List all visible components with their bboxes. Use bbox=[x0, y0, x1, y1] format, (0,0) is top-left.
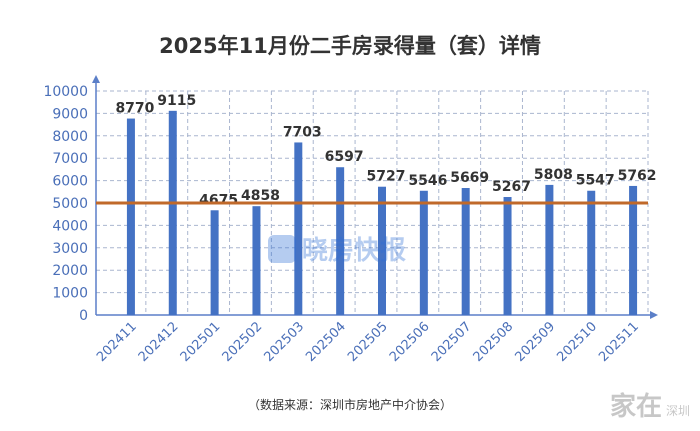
corner-watermark-main: 家在 bbox=[609, 392, 662, 422]
x-axis-arrow-icon bbox=[650, 311, 658, 319]
x-tick-label: 202503 bbox=[261, 319, 307, 365]
bar bbox=[294, 142, 303, 315]
x-tick-label: 202505 bbox=[345, 319, 391, 365]
x-tick-label: 202504 bbox=[303, 319, 349, 365]
x-tick-label: 202507 bbox=[429, 319, 475, 365]
y-axis-arrow-icon bbox=[92, 75, 100, 83]
bar bbox=[126, 118, 135, 315]
x-tick-label: 202501 bbox=[178, 319, 224, 365]
bar bbox=[210, 210, 219, 315]
x-tick-label: 202412 bbox=[136, 319, 182, 365]
y-tick-label: 8000 bbox=[52, 129, 88, 145]
bar bbox=[168, 110, 177, 315]
y-tick-label: 2000 bbox=[52, 263, 88, 279]
x-tick-label: 202502 bbox=[220, 319, 266, 365]
y-tick-label: 1000 bbox=[52, 286, 88, 302]
x-tick-label: 202508 bbox=[471, 319, 517, 365]
y-tick-label: 4000 bbox=[52, 218, 88, 234]
bar bbox=[252, 206, 261, 315]
bar bbox=[629, 185, 638, 315]
bar bbox=[336, 167, 345, 315]
corner-watermark-sub: 深圳 bbox=[665, 404, 690, 418]
chart-title: 2025年11月份二手房录得量（套）详情 bbox=[159, 34, 541, 58]
bar-value-label: 4675 bbox=[199, 192, 238, 208]
y-tick-label: 7000 bbox=[52, 151, 88, 167]
bar bbox=[378, 186, 386, 315]
y-tick-label: 6000 bbox=[52, 174, 88, 190]
bar-value-label: 5762 bbox=[618, 168, 657, 184]
watermark-text: 晓房快报 bbox=[302, 236, 407, 266]
bar-value-label: 5727 bbox=[367, 169, 406, 185]
bar-value-label: 6597 bbox=[325, 149, 364, 165]
data-source-note: （数据来源：深圳市房地产中介协会） bbox=[247, 398, 452, 412]
bar-value-label: 5808 bbox=[534, 167, 573, 183]
y-tick-label: 9000 bbox=[52, 106, 88, 122]
bar bbox=[503, 197, 512, 315]
bar-value-label: 5546 bbox=[408, 173, 447, 189]
x-tick-label: 202511 bbox=[596, 319, 642, 365]
bar-value-label: 4858 bbox=[241, 188, 280, 204]
bar-value-label: 7703 bbox=[283, 124, 322, 140]
y-tick-label: 0 bbox=[79, 308, 88, 324]
watermark-logo-icon bbox=[268, 234, 296, 263]
y-tick-label: 3000 bbox=[52, 241, 88, 257]
bar-value-label: 5547 bbox=[576, 173, 615, 189]
bar bbox=[587, 190, 596, 315]
watermark: 晓房快报 bbox=[268, 230, 406, 267]
x-tick-label: 202506 bbox=[387, 319, 433, 365]
bar bbox=[545, 184, 554, 315]
bar-value-label: 8770 bbox=[115, 101, 154, 117]
bar-value-label: 5669 bbox=[450, 170, 489, 186]
x-tick-label: 202411 bbox=[94, 319, 140, 365]
bar-value-label: 9115 bbox=[157, 93, 196, 109]
y-tick-label: 5000 bbox=[52, 196, 88, 212]
y-tick-label: 10000 bbox=[43, 84, 88, 100]
x-tick-label: 202509 bbox=[513, 319, 559, 365]
bar bbox=[419, 190, 428, 315]
corner-watermark: 家在 深圳 bbox=[610, 386, 690, 423]
bar-value-label: 5267 bbox=[492, 179, 531, 195]
bar bbox=[461, 188, 470, 315]
x-tick-label: 202510 bbox=[554, 319, 600, 365]
